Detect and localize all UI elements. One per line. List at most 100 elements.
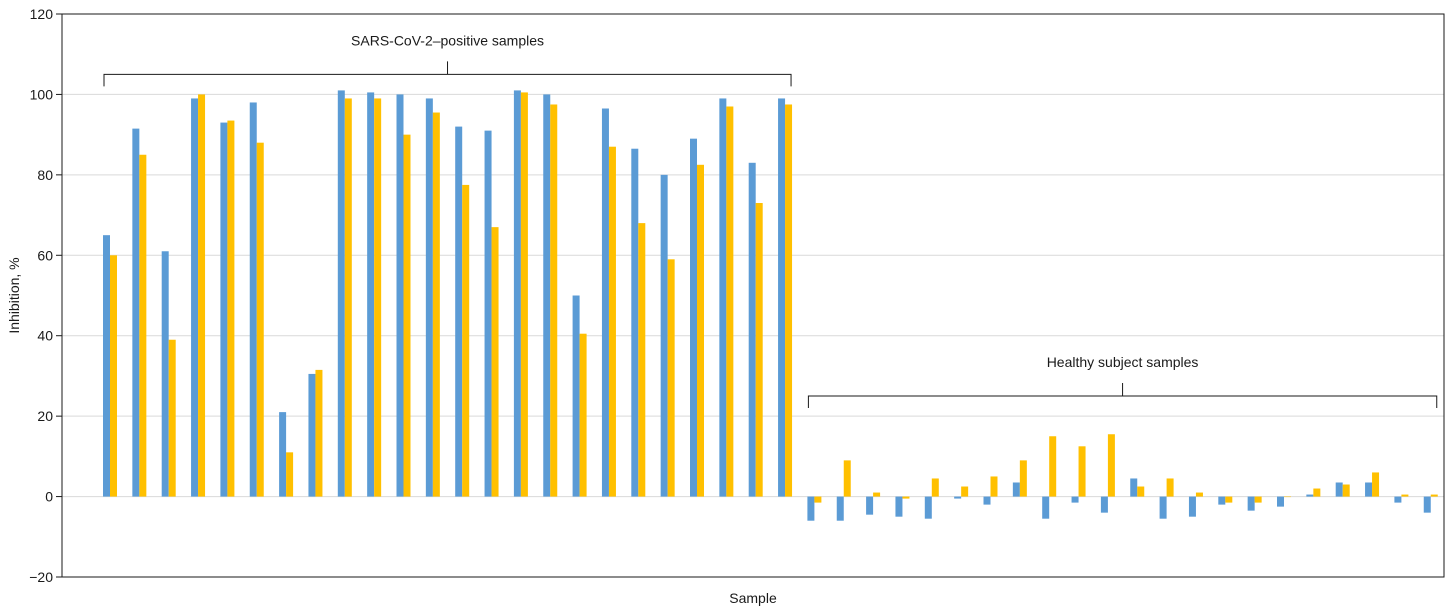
bar-series-1 xyxy=(161,251,169,497)
bar-series-2 xyxy=(843,460,851,497)
bar-series-1 xyxy=(1130,478,1138,497)
bar-series-1 xyxy=(1100,496,1108,513)
y-tick-label: −20 xyxy=(29,569,53,585)
group-brackets: SARS-CoV-2–positive samples Healthy subje… xyxy=(103,32,1438,409)
bar-series-1 xyxy=(103,235,110,497)
y-tick-label: 120 xyxy=(30,6,54,22)
y-tick-label: 0 xyxy=(45,489,53,505)
y-tick-label: 40 xyxy=(37,328,53,344)
bar-series-1 xyxy=(748,162,756,497)
bar-series-2 xyxy=(1401,494,1409,497)
bar-series-1 xyxy=(132,128,140,497)
bar-series-2 xyxy=(814,496,822,503)
bar-series-1 xyxy=(690,138,697,497)
y-axis-label: Inhibition, % xyxy=(6,257,22,333)
bar-series-1 xyxy=(954,496,962,499)
bar-series-1 xyxy=(924,496,932,519)
x-axis-label: Sample xyxy=(729,590,777,606)
bar-series-2 xyxy=(344,98,352,497)
bar-series-1 xyxy=(425,98,433,497)
bar-series-2 xyxy=(520,92,528,497)
y-tick-label: 80 xyxy=(37,167,53,183)
bar-series-2 xyxy=(1166,478,1174,497)
bar-series-2 xyxy=(608,146,616,497)
bar-series-1 xyxy=(660,174,668,497)
bar-series-1 xyxy=(719,98,727,497)
bar-series-2 xyxy=(755,203,763,497)
bar-series-2 xyxy=(667,259,675,497)
bar-series-2 xyxy=(1225,496,1233,503)
y-axis-ticks: −20 0 20 40 60 80 100 120 xyxy=(29,6,62,585)
bar-series-2 xyxy=(638,223,646,497)
bar-series-2 xyxy=(198,94,206,497)
bar-series-1 xyxy=(1365,482,1373,497)
bar-series-2 xyxy=(1137,486,1145,497)
bar-series-2 xyxy=(961,486,969,497)
bar-series-2 xyxy=(256,142,264,497)
bar-series-2 xyxy=(286,452,294,497)
bar-series-1 xyxy=(1423,496,1431,513)
bar-series-2 xyxy=(785,104,793,497)
bar-series-2 xyxy=(491,227,499,497)
bars xyxy=(103,90,1438,521)
bar-series-1 xyxy=(1188,496,1196,517)
bar-series-1 xyxy=(1277,496,1284,507)
group-bracket xyxy=(103,61,792,87)
bar-series-2 xyxy=(1195,492,1203,497)
bar-series-1 xyxy=(807,496,815,521)
group-annotation-label: Healthy subject samples xyxy=(1047,354,1199,370)
bar-series-2 xyxy=(1313,488,1321,497)
bar-series-1 xyxy=(631,148,639,497)
bar-series-1 xyxy=(220,122,228,497)
bar-series-1 xyxy=(866,496,874,515)
bar-series-2 xyxy=(227,120,235,497)
bar-series-2 xyxy=(990,476,998,497)
bar-series-1 xyxy=(1042,496,1050,519)
bar-series-1 xyxy=(1306,494,1314,497)
bar-series-1 xyxy=(191,98,199,497)
bar-series-1 xyxy=(1335,482,1343,497)
bar-series-2 xyxy=(462,184,470,497)
bar-series-1 xyxy=(983,496,991,505)
group-bracket xyxy=(807,383,1438,409)
bar-series-1 xyxy=(543,94,551,497)
bar-series-2 xyxy=(1284,496,1291,498)
bar-series-2 xyxy=(1430,494,1438,497)
bar-series-2 xyxy=(315,369,323,497)
bar-series-1 xyxy=(308,373,316,497)
bar-series-2 xyxy=(550,104,558,497)
bar-series-1 xyxy=(572,295,580,497)
bar-series-2 xyxy=(726,106,734,497)
bar-series-2 xyxy=(1254,496,1262,503)
bar-series-1 xyxy=(1012,482,1020,497)
bar-series-1 xyxy=(1394,496,1402,503)
bar-series-1 xyxy=(895,496,903,517)
bar-series-2 xyxy=(1342,484,1350,497)
bar-series-2 xyxy=(1049,436,1057,497)
bar-series-2 xyxy=(432,112,440,497)
bar-series-1 xyxy=(1159,496,1167,519)
bar-series-1 xyxy=(484,130,492,497)
plot-frame xyxy=(61,13,1445,578)
bar-series-2 xyxy=(873,492,881,497)
bar-series-1 xyxy=(836,496,844,521)
bar-series-1 xyxy=(455,126,463,497)
bar-series-1 xyxy=(337,90,345,497)
bar-series-2 xyxy=(110,255,117,497)
bar-series-1 xyxy=(249,102,257,497)
bar-series-2 xyxy=(168,339,176,497)
y-tick-label: 60 xyxy=(37,247,53,263)
bar-series-2 xyxy=(697,164,704,497)
bar-series-1 xyxy=(1218,496,1226,505)
bar-series-2 xyxy=(931,478,939,497)
bar-series-1 xyxy=(513,90,521,497)
bar-series-1 xyxy=(396,94,404,497)
bar-series-1 xyxy=(778,98,786,497)
bar-series-1 xyxy=(601,108,609,497)
bar-series-2 xyxy=(1019,460,1027,497)
bar-series-2 xyxy=(902,496,910,499)
bar-series-2 xyxy=(374,98,382,497)
bar-series-1 xyxy=(1247,496,1255,511)
bar-series-1 xyxy=(367,92,375,497)
